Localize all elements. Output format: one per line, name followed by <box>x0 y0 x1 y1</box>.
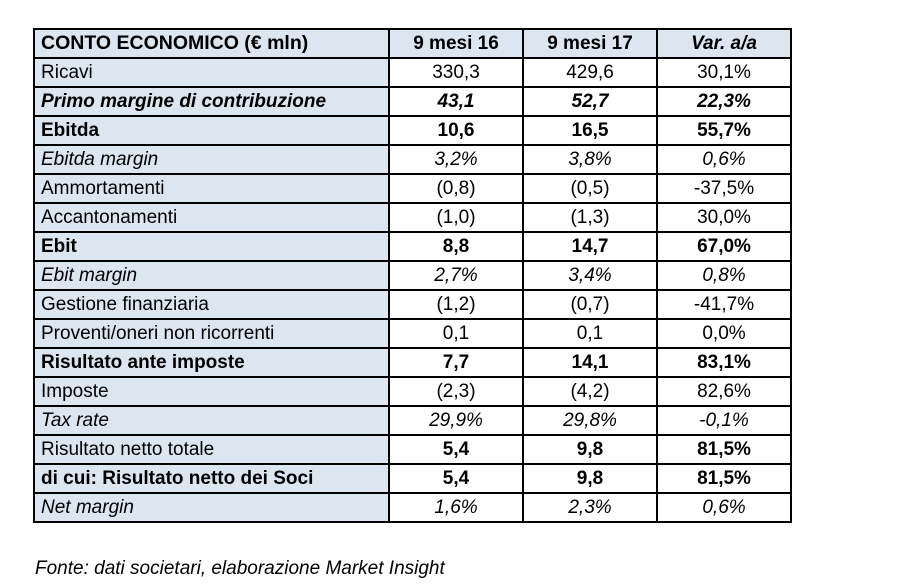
value-9-mesi-17: 14,7 <box>522 231 658 262</box>
value-9-mesi-17: 2,3% <box>522 492 658 523</box>
table-row: Ebitda 10,6 16,5 55,7% <box>33 115 792 146</box>
table-row: Accantonamenti (1,0) (1,3) 30,0% <box>33 202 792 233</box>
table-row: di cui: Risultato netto dei Soci 5,4 9,8… <box>33 463 792 494</box>
value-var-aa: -0,1% <box>656 405 792 436</box>
column-header-9-mesi-16: 9 mesi 16 <box>388 28 524 59</box>
row-label: Risultato netto totale <box>33 434 390 465</box>
value-var-aa: 82,6% <box>656 376 792 407</box>
row-label: Gestione finanziaria <box>33 289 390 320</box>
value-var-aa: 81,5% <box>656 434 792 465</box>
table-row: Ricavi 330,3 429,6 30,1% <box>33 57 792 88</box>
row-label: Net margin <box>33 492 390 523</box>
value-var-aa: 81,5% <box>656 463 792 494</box>
value-9-mesi-17: 3,8% <box>522 144 658 175</box>
value-9-mesi-17: 29,8% <box>522 405 658 436</box>
value-9-mesi-16: 0,1 <box>388 318 524 349</box>
value-9-mesi-16: 8,8 <box>388 231 524 262</box>
value-9-mesi-16: 5,4 <box>388 434 524 465</box>
table-row: Ebitda margin 3,2% 3,8% 0,6% <box>33 144 792 175</box>
row-label: Tax rate <box>33 405 390 436</box>
row-label: Ebitda <box>33 115 390 146</box>
value-9-mesi-17: (0,7) <box>522 289 658 320</box>
table-row: Risultato ante imposte 7,7 14,1 83,1% <box>33 347 792 378</box>
column-header-var-aa: Var. a/a <box>656 28 792 59</box>
value-var-aa: -41,7% <box>656 289 792 320</box>
value-9-mesi-17: 16,5 <box>522 115 658 146</box>
value-var-aa: 55,7% <box>656 115 792 146</box>
value-var-aa: 30,0% <box>656 202 792 233</box>
value-9-mesi-16: 2,7% <box>388 260 524 291</box>
table-row: Proventi/oneri non ricorrenti 0,1 0,1 0,… <box>33 318 792 349</box>
value-9-mesi-16: 330,3 <box>388 57 524 88</box>
row-label: Risultato ante imposte <box>33 347 390 378</box>
value-9-mesi-16: 1,6% <box>388 492 524 523</box>
value-9-mesi-16: (1,2) <box>388 289 524 320</box>
row-label: Ebit <box>33 231 390 262</box>
value-var-aa: 30,1% <box>656 57 792 88</box>
table-row: Risultato netto totale 5,4 9,8 81,5% <box>33 434 792 465</box>
value-var-aa: 0,0% <box>656 318 792 349</box>
value-var-aa: 22,3% <box>656 86 792 117</box>
value-9-mesi-17: (4,2) <box>522 376 658 407</box>
value-var-aa: -37,5% <box>656 173 792 204</box>
value-9-mesi-16: 10,6 <box>388 115 524 146</box>
value-9-mesi-17: 14,1 <box>522 347 658 378</box>
row-label: Ebitda margin <box>33 144 390 175</box>
table-row: Primo margine di contribuzione 43,1 52,7… <box>33 86 792 117</box>
value-var-aa: 0,6% <box>656 144 792 175</box>
column-header-conto-economico: CONTO ECONOMICO (€ mln) <box>33 28 390 59</box>
value-9-mesi-16: (0,8) <box>388 173 524 204</box>
header-row: CONTO ECONOMICO (€ mln) 9 mesi 16 9 mesi… <box>33 28 792 59</box>
table-row: Imposte (2,3) (4,2) 82,6% <box>33 376 792 407</box>
value-9-mesi-17: 429,6 <box>522 57 658 88</box>
table-row: Net margin 1,6% 2,3% 0,6% <box>33 492 792 523</box>
row-label: Accantonamenti <box>33 202 390 233</box>
value-9-mesi-16: 5,4 <box>388 463 524 494</box>
value-var-aa: 67,0% <box>656 231 792 262</box>
value-9-mesi-17: 9,8 <box>522 434 658 465</box>
value-var-aa: 0,6% <box>656 492 792 523</box>
value-var-aa: 0,8% <box>656 260 792 291</box>
row-label: Ebit margin <box>33 260 390 291</box>
value-var-aa: 83,1% <box>656 347 792 378</box>
value-9-mesi-16: (2,3) <box>388 376 524 407</box>
value-9-mesi-16: 29,9% <box>388 405 524 436</box>
value-9-mesi-17: 9,8 <box>522 463 658 494</box>
table-row: Gestione finanziaria (1,2) (0,7) -41,7% <box>33 289 792 320</box>
row-label: Primo margine di contribuzione <box>33 86 390 117</box>
column-header-9-mesi-17: 9 mesi 17 <box>522 28 658 59</box>
row-label: Ammortamenti <box>33 173 390 204</box>
table-row: Ebit 8,8 14,7 67,0% <box>33 231 792 262</box>
table-row: Tax rate 29,9% 29,8% -0,1% <box>33 405 792 436</box>
value-9-mesi-17: 52,7 <box>522 86 658 117</box>
value-9-mesi-16: 3,2% <box>388 144 524 175</box>
row-label: Ricavi <box>33 57 390 88</box>
table-row: Ebit margin 2,7% 3,4% 0,8% <box>33 260 792 291</box>
table-row: Ammortamenti (0,8) (0,5) -37,5% <box>33 173 792 204</box>
value-9-mesi-16: (1,0) <box>388 202 524 233</box>
value-9-mesi-16: 7,7 <box>388 347 524 378</box>
value-9-mesi-16: 43,1 <box>388 86 524 117</box>
value-9-mesi-17: (1,3) <box>522 202 658 233</box>
income-statement-table: CONTO ECONOMICO (€ mln) 9 mesi 16 9 mesi… <box>33 28 792 523</box>
row-label: di cui: Risultato netto dei Soci <box>33 463 390 494</box>
row-label: Imposte <box>33 376 390 407</box>
source-note: Fonte: dati societari, elaborazione Mark… <box>35 558 445 579</box>
value-9-mesi-17: 0,1 <box>522 318 658 349</box>
value-9-mesi-17: (0,5) <box>522 173 658 204</box>
row-label: Proventi/oneri non ricorrenti <box>33 318 390 349</box>
value-9-mesi-17: 3,4% <box>522 260 658 291</box>
